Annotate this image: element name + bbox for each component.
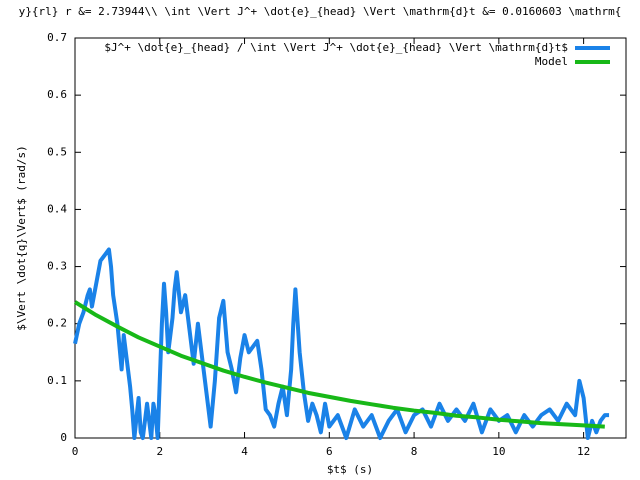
series-line [73, 300, 605, 429]
y-tick-label: 0 [60, 431, 67, 444]
x-tick-label: 0 [72, 445, 79, 458]
y-tick-label: 0.2 [47, 317, 67, 330]
y-tick-label: 0.4 [47, 202, 67, 215]
x-tick-label: 10 [492, 445, 505, 458]
x-tick-label: 6 [326, 445, 333, 458]
x-tick-label: 2 [156, 445, 163, 458]
plot-border [74, 37, 627, 439]
y-axis-label: $\Vert \dot{q}\Vert$ (rad/s) [15, 145, 28, 330]
x-axis-label: $t$ (s) [327, 463, 373, 476]
y-tick-label: 0.5 [47, 145, 67, 158]
x-tick-label: 8 [411, 445, 418, 458]
x-tick-label: 4 [241, 445, 248, 458]
legend-label: Model [535, 55, 568, 68]
legend-label: $J^+ \dot{e}_{head} / \int \Vert J^+ \do… [104, 41, 568, 54]
y-tick-label: 0.3 [47, 260, 67, 273]
x-tick-label: 12 [577, 445, 590, 458]
chart-title: y}{rl} r &= 2.73944\\ \int \Vert J^+ \do… [19, 5, 622, 18]
y-tick-label: 0.6 [47, 88, 67, 101]
y-tick-label: 0.7 [47, 31, 67, 44]
y-tick-label: 0.1 [47, 374, 67, 387]
series-line [73, 247, 610, 440]
